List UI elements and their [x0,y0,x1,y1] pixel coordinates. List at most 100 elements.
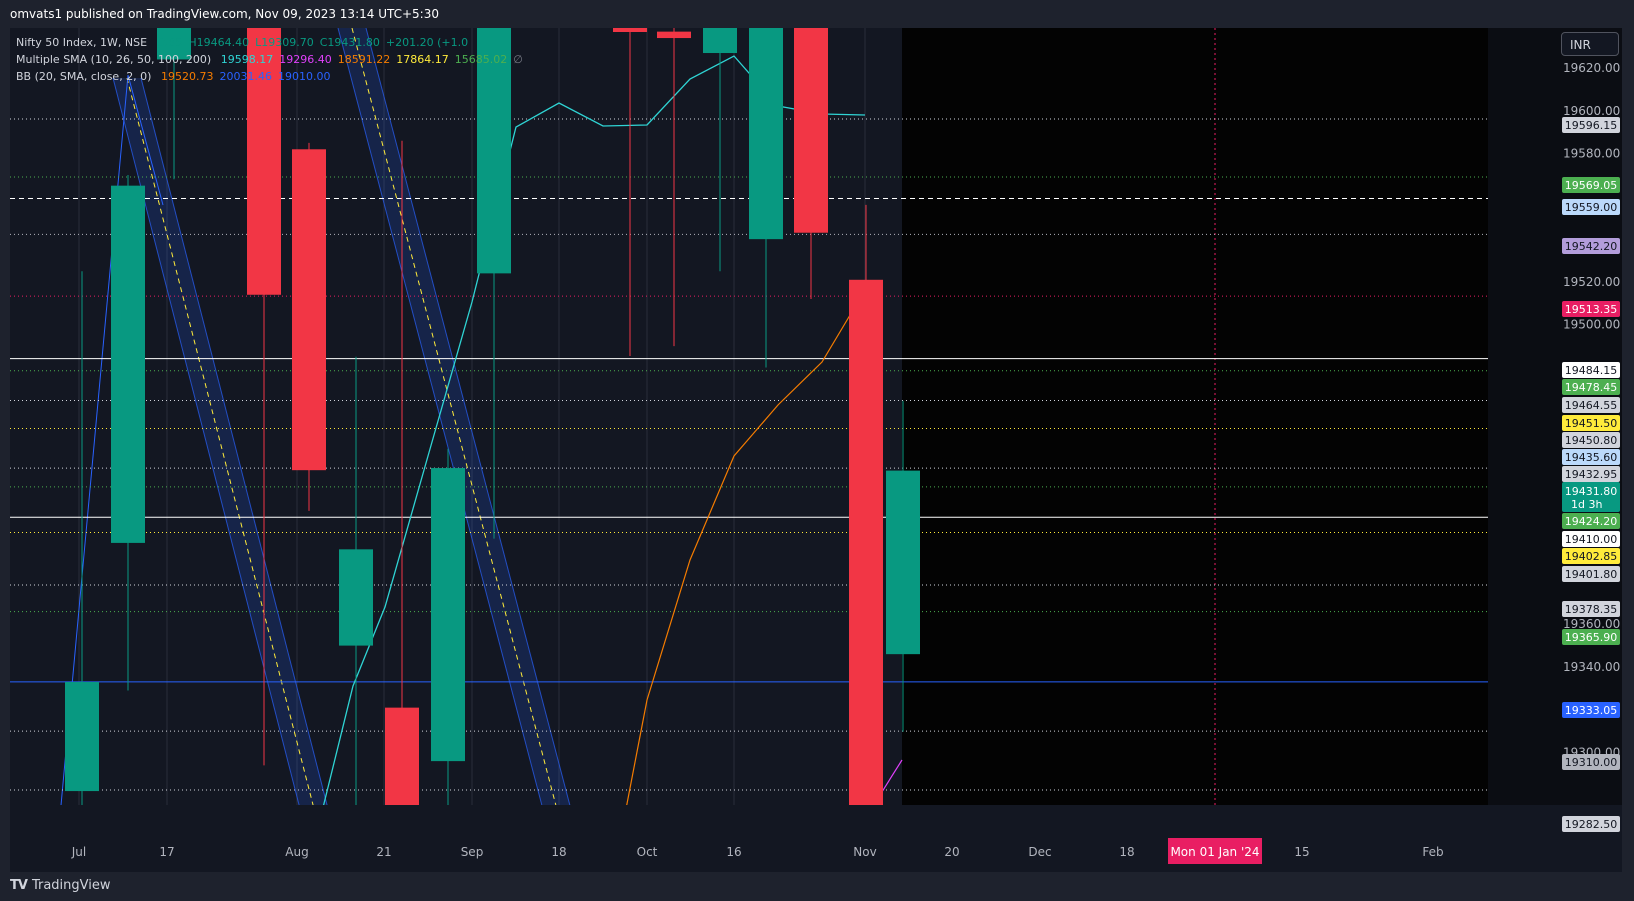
price-label-3[interactable]: 19542.20 [1562,238,1620,254]
candle-body [794,28,828,233]
candle-2[interactable] [157,28,191,180]
legend-symbol-row[interactable]: Nifty 50 Index, 1W, NSE O.85 H19464.40 L19… [16,34,535,51]
candles [65,28,920,806]
price-label-10[interactable]: 19435.60 [1562,449,1620,465]
price-label-text: 19402.85 [1565,550,1618,563]
candle-10[interactable] [703,28,737,272]
candle-9[interactable] [657,28,691,347]
footer: TV TradingView [0,872,1634,901]
candle-11[interactable] [749,28,783,368]
price-label-2[interactable]: 19559.00 [1562,199,1620,215]
channel-1-fill[interactable] [113,78,336,840]
price-label-12[interactable]: 19424.20 [1562,513,1620,529]
price-label-14[interactable]: 19402.85 [1562,548,1620,564]
price-label-4[interactable]: 19513.35 [1562,301,1620,317]
price-label-19[interactable]: 19310.00 [1562,754,1620,770]
price-label-text: 19310.00 [1565,756,1618,769]
candle-3[interactable] [247,28,281,766]
time-tick-2: Aug [285,845,308,859]
price-label-box [1562,754,1620,770]
candle-4[interactable] [292,142,326,511]
price-label-box [1562,379,1620,395]
price-label-6[interactable]: 19478.45 [1562,379,1620,395]
price-label-text: 19451.50 [1565,417,1618,430]
time-tick-4: Sep [461,845,484,859]
candle-6[interactable] [385,140,419,805]
price-label-1[interactable]: 19569.05 [1562,177,1620,193]
candle-5[interactable] [339,356,373,805]
candle-14[interactable] [886,400,920,732]
candle-body [749,28,783,240]
bar-countdown: 1d 3h [1571,498,1602,511]
price-label-box [1562,466,1620,482]
price-label-text: 19365.90 [1565,631,1618,644]
bb-values: 19520.73 20031.46 19010.00 [161,70,337,83]
legend-sma-row[interactable]: Multiple SMA (10, 26, 50, 100, 200) 1959… [16,51,535,68]
chart-legend: Nifty 50 Index, 1W, NSE O.85 H19464.40 L19… [16,34,535,85]
future-area [902,28,1488,838]
time-tick-1: 17 [159,845,174,859]
price-label-text: 19401.80 [1565,568,1618,581]
price-label-text: 19478.45 [1565,381,1618,394]
price-label-text: 19333.05 [1565,704,1618,717]
price-labels: 19596.15 19569.05 19559.00 19542.20 19513.35… [1562,117,1620,832]
ohlc-values: O.85 H19464.40 L19309.70 C19431.80 +201.20 (… [157,36,475,49]
bb-value-2: 19010.00 [277,70,331,83]
currency-button[interactable]: INR [1561,32,1619,56]
channel-2-edge-left[interactable] [337,27,552,841]
channel-2-fill[interactable] [338,28,579,840]
price-label-17[interactable]: 19365.90 [1562,629,1620,645]
price-label-13[interactable]: 19410.00 [1562,531,1620,547]
drawing-layer [57,27,580,841]
candle-extra[interactable] [613,28,647,356]
price-label-15[interactable]: 19401.80 [1562,566,1620,582]
candle-12[interactable] [794,28,828,300]
price-label-5[interactable]: 19484.15 [1562,362,1620,378]
candle-body [385,707,419,805]
price-label-7[interactable]: 19464.55 [1562,397,1620,413]
price-label-20[interactable]: 19282.50 [1562,816,1620,832]
price-tick-2: 19580.00 [1563,147,1620,161]
price-label-box [1562,629,1620,645]
candle-0[interactable] [65,271,99,805]
candle-8[interactable] [477,28,511,539]
tradingview-logo[interactable]: TV TradingView [10,878,110,893]
price-label-18[interactable]: 19333.05 [1562,702,1620,718]
time-tick-13: 15 [1294,845,1309,859]
candle-7[interactable] [431,448,465,805]
sma-value-3: 17864.17 [396,53,449,66]
price-label-8[interactable]: 19451.50 [1562,415,1620,431]
date-marker-badge[interactable] [1168,838,1262,864]
bb-value-0: 19520.73 [160,70,214,83]
price-label-box [1562,397,1620,413]
candle-body [886,470,920,655]
candle-body [157,28,191,60]
channel-1-edge-right[interactable] [140,77,337,841]
candle-body [657,31,691,39]
time-tick-14: Feb [1422,845,1443,859]
trend-line[interactable] [57,74,164,839]
candle-body [431,468,465,762]
channel-1-edge-left[interactable] [112,77,309,841]
channel-2-median[interactable] [351,27,566,841]
candle-13[interactable] [849,204,883,806]
candle-1[interactable] [111,174,145,691]
price-tick-0: 19620.00 [1563,61,1620,75]
sma-value-4: 15685.02 [454,53,508,66]
left-border [0,0,10,901]
time-tick-8: Nov [853,845,876,859]
price-label-0[interactable]: 19596.15 [1562,117,1620,133]
sma-indicator-name: Multiple SMA (10, 26, 50, 100, 200) [16,53,212,66]
candle-body [247,28,281,295]
time-tick-7: 16 [726,845,741,859]
legend-bb-row[interactable]: BB (20, SMA, close, 2, 0) 19520.73 20031.… [16,68,535,85]
time-tick-11: 18 [1119,845,1134,859]
price-tick-6: 19340.00 [1563,660,1620,674]
price-label-9[interactable]: 19450.80 [1562,432,1620,448]
price-label-11[interactable]: 19432.95 [1562,466,1620,482]
price-label-box [1562,238,1620,254]
brand-name: TradingView [31,878,111,893]
price-label-16[interactable]: 19378.35 [1562,601,1620,617]
